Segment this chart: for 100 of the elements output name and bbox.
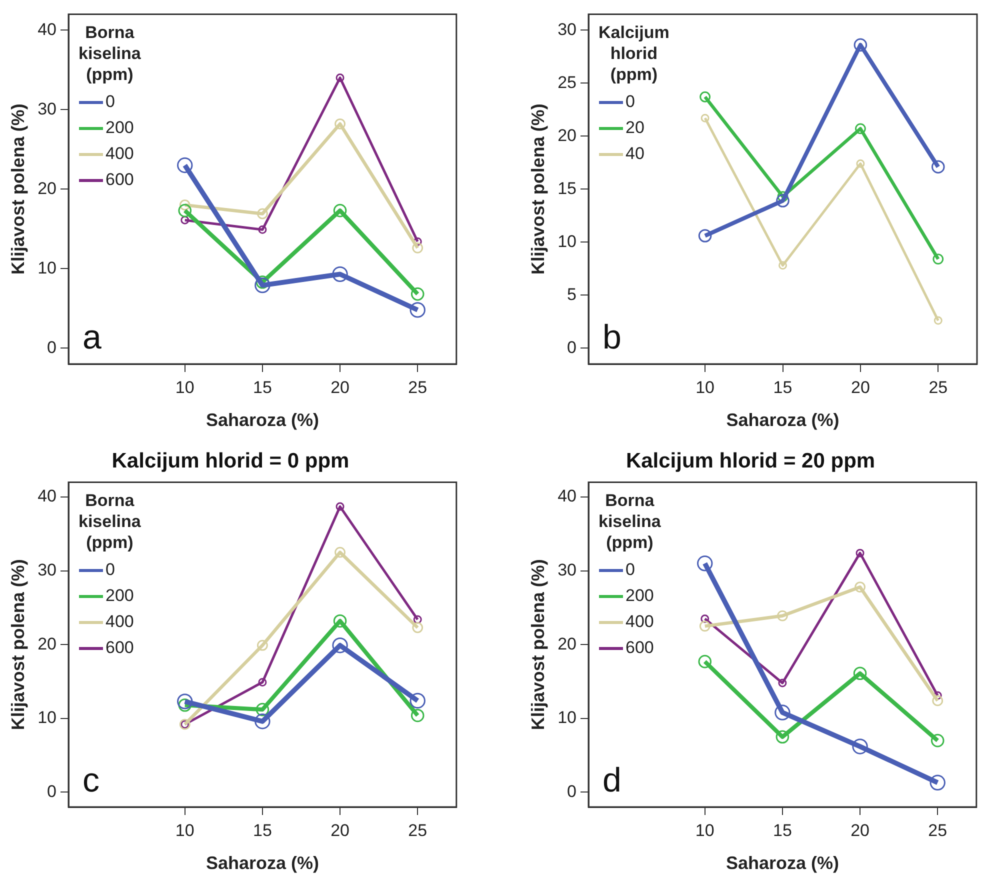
point <box>778 261 788 270</box>
x-tick-label: 10 <box>696 378 715 397</box>
point <box>856 548 864 558</box>
point <box>334 546 346 558</box>
point <box>410 692 426 709</box>
y-tick-label: 10 <box>38 708 57 728</box>
y-tick-label: 40 <box>558 486 577 506</box>
point <box>177 694 193 710</box>
x-tick-label: 25 <box>928 378 948 397</box>
x-axis-title: Saharoza (%) <box>726 410 840 430</box>
point <box>700 91 711 102</box>
y-tick-label: 15 <box>558 178 577 198</box>
legend-label: 0 <box>626 92 635 112</box>
point <box>853 666 867 680</box>
point <box>700 614 710 624</box>
annotation: b <box>602 318 622 356</box>
point <box>698 654 712 668</box>
legend-label: 0 <box>106 560 115 580</box>
legend-title: Borna kiselina (ppm) <box>598 490 661 554</box>
x-tick-label: 15 <box>773 378 792 397</box>
y-tick-label: 20 <box>558 126 577 145</box>
y-axis-title: Klijavost polena (%) <box>528 559 548 730</box>
point <box>410 287 424 301</box>
annotation: d <box>602 761 622 800</box>
y-axis-title: Klijavost polena (%) <box>528 104 548 275</box>
chart-title: Kalcijum hlorid = 20 ppm <box>626 449 876 472</box>
x-tick-label: 25 <box>408 378 428 397</box>
legend-label: 600 <box>106 638 134 658</box>
point <box>413 615 422 624</box>
x-axis-title: Saharoza (%) <box>726 853 839 874</box>
legend-label: 0 <box>626 560 635 580</box>
point <box>854 582 866 592</box>
point <box>178 204 192 218</box>
point <box>855 123 866 134</box>
legend-label: 200 <box>626 586 654 606</box>
x-tick-label: 15 <box>772 820 792 840</box>
legend-title: Borna kiselina (ppm) <box>78 22 141 86</box>
legend-title: Borna kiselina (ppm) <box>78 490 141 554</box>
x-tick-label: 20 <box>330 378 350 397</box>
point <box>178 698 192 712</box>
y-tick-label: 0 <box>567 338 577 357</box>
point <box>776 730 790 744</box>
point <box>697 556 713 572</box>
point <box>934 316 942 325</box>
y-tick-label: 40 <box>38 20 57 39</box>
y-tick-label: 0 <box>567 782 577 801</box>
point <box>854 38 868 52</box>
point <box>777 610 788 622</box>
legend-label: 20 <box>626 118 644 138</box>
legend-label: 400 <box>106 612 134 632</box>
point <box>334 118 346 130</box>
point <box>778 678 787 688</box>
point <box>698 229 712 242</box>
point <box>333 204 347 218</box>
point <box>699 620 710 632</box>
point <box>256 702 270 716</box>
y-tick-label: 25 <box>558 72 577 92</box>
x-tick-label: 10 <box>175 378 194 397</box>
y-tick-label: 30 <box>38 99 57 118</box>
legend-label: 40 <box>626 144 644 164</box>
point <box>930 774 946 790</box>
legend-title: Kalcijum hlorid (ppm) <box>598 22 670 86</box>
point <box>332 637 348 654</box>
point <box>412 622 424 634</box>
x-tick-label: 20 <box>850 820 870 840</box>
point <box>336 74 344 82</box>
point <box>932 160 945 174</box>
point <box>412 242 424 254</box>
point <box>332 266 348 282</box>
x-tick-label: 25 <box>928 820 948 840</box>
point <box>258 678 267 686</box>
y-tick-label: 20 <box>558 634 577 654</box>
point <box>257 208 268 220</box>
point <box>336 502 344 511</box>
x-tick-label: 20 <box>850 378 870 397</box>
x-tick-label: 10 <box>175 820 194 840</box>
point <box>258 225 267 234</box>
chart-title: Kalcijum hlorid = 0 ppm <box>112 449 350 472</box>
legend-label: 200 <box>106 118 134 138</box>
y-tick-label: 10 <box>558 708 577 728</box>
x-axis-title: Saharoza (%) <box>206 410 319 430</box>
x-tick-label: 20 <box>330 820 350 840</box>
point <box>410 302 426 318</box>
y-tick-label: 0 <box>47 338 57 357</box>
point <box>932 254 944 265</box>
x-tick-label: 10 <box>695 820 714 840</box>
annotation: a <box>82 318 102 356</box>
point <box>177 157 193 174</box>
x-tick-label: 25 <box>408 820 428 840</box>
y-tick-label: 30 <box>558 560 577 580</box>
legend-label: 600 <box>106 170 134 190</box>
y-axis-title: Klijavost polena (%) <box>8 559 28 730</box>
y-tick-label: 10 <box>38 258 57 278</box>
annotation: c <box>82 761 100 800</box>
point <box>180 216 190 224</box>
y-tick-label: 10 <box>558 232 577 251</box>
point <box>774 704 790 720</box>
point <box>776 194 790 208</box>
y-tick-label: 0 <box>47 782 57 801</box>
point <box>257 640 268 651</box>
